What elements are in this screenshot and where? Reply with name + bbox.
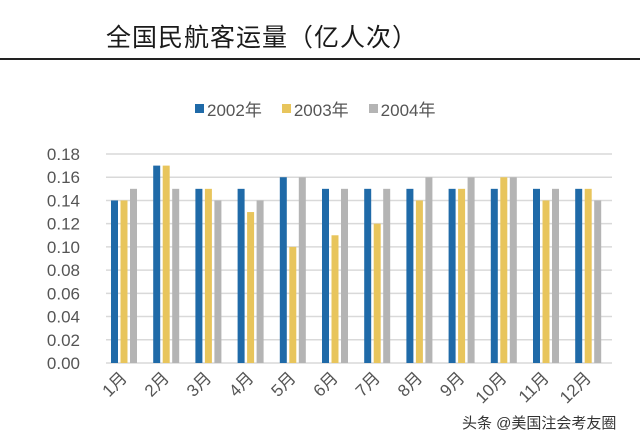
- bar-2002年-6月: [322, 188, 329, 363]
- watermark: 头条 @美国注会考友圈: [462, 415, 617, 432]
- bar-2003年-5月: [289, 246, 297, 363]
- bar-2003年-10月: [500, 177, 508, 363]
- bar-2004年-2月: [172, 188, 180, 363]
- bar-2002年-12月: [575, 188, 583, 363]
- bar-2002年-9月: [448, 188, 456, 363]
- bar-2004年-1月: [130, 188, 137, 363]
- legend-item-2002: 2002年: [195, 96, 262, 121]
- y-tick-label: 0.18: [47, 145, 80, 164]
- x-tick-label: 5月: [267, 368, 299, 400]
- bar-2004年-12月: [594, 200, 602, 363]
- bar-2004年-4月: [256, 200, 264, 363]
- legend-item-2004: 2004年: [368, 96, 436, 121]
- bar-2004年-3月: [214, 200, 222, 363]
- bar-2004年-5月: [298, 177, 306, 363]
- bar-2002年-1月: [111, 200, 118, 363]
- bar-2002年-7月: [364, 188, 372, 363]
- legend-label: 2002年: [207, 101, 262, 120]
- x-tick-label: 8月: [394, 368, 426, 400]
- bar-2004年-6月: [341, 188, 348, 363]
- x-tick-label: 11月: [515, 368, 553, 406]
- y-tick-label: 0.10: [47, 238, 80, 257]
- x-tick-label: 9月: [436, 368, 468, 400]
- bar-2004年-7月: [383, 188, 391, 363]
- bar-2003年-8月: [415, 200, 423, 363]
- y-tick-label: 0.14: [47, 191, 80, 210]
- x-tick-label: 7月: [352, 368, 384, 400]
- legend-swatch: [368, 104, 378, 113]
- y-tick-label: 0.16: [47, 168, 80, 187]
- x-tick-label: 4月: [225, 368, 257, 400]
- legend: 2002年 2003年 2004年: [195, 96, 435, 121]
- legend-swatch: [195, 104, 204, 113]
- bar-2003年-3月: [204, 188, 212, 363]
- y-tick-label: 0.02: [47, 331, 80, 350]
- bar-2003年-11月: [542, 200, 550, 363]
- x-tick-label: 12月: [556, 368, 595, 407]
- bar-2003年-9月: [458, 188, 466, 363]
- bar-2003年-12月: [584, 188, 592, 363]
- chart-title: 全国民航客运量（亿人次）: [106, 23, 419, 52]
- y-tick-label: 0.00: [47, 354, 80, 373]
- bar-2003年-6月: [331, 235, 339, 363]
- y-tick-label: 0.06: [47, 284, 80, 303]
- bar-2002年-11月: [533, 188, 540, 363]
- x-tick-label: 2月: [141, 368, 173, 400]
- bar-2002年-8月: [406, 188, 414, 363]
- x-tick-label: 10月: [472, 368, 511, 407]
- bar-2002年-3月: [195, 188, 203, 363]
- x-tick-label: 6月: [310, 368, 342, 400]
- bar-2002年-4月: [237, 188, 245, 363]
- x-tick-label: 3月: [183, 368, 215, 400]
- bar-2003年-4月: [247, 212, 255, 363]
- bar-2003年-7月: [373, 223, 381, 363]
- title-rule: [0, 58, 640, 60]
- legend-label: 2004年: [380, 101, 436, 120]
- legend-item-2003: 2003年: [281, 96, 349, 121]
- bar-2002年-2月: [153, 165, 161, 363]
- bar-2003年-1月: [120, 200, 128, 363]
- y-tick-label: 0.04: [47, 308, 80, 327]
- bar-2002年-10月: [490, 188, 498, 363]
- x-tick-label: 1月: [99, 368, 131, 400]
- bar-2003年-2月: [162, 165, 170, 363]
- legend-label: 2003年: [293, 101, 349, 120]
- bar-2004年-9月: [467, 177, 475, 363]
- bar-2004年-8月: [425, 177, 433, 363]
- bar-2004年-11月: [552, 188, 559, 363]
- bar-2004年-10月: [509, 177, 517, 363]
- y-tick-label: 0.08: [47, 261, 80, 280]
- bar-2002年-5月: [279, 177, 287, 363]
- y-tick-label: 0.12: [47, 215, 80, 234]
- legend-swatch: [281, 104, 291, 113]
